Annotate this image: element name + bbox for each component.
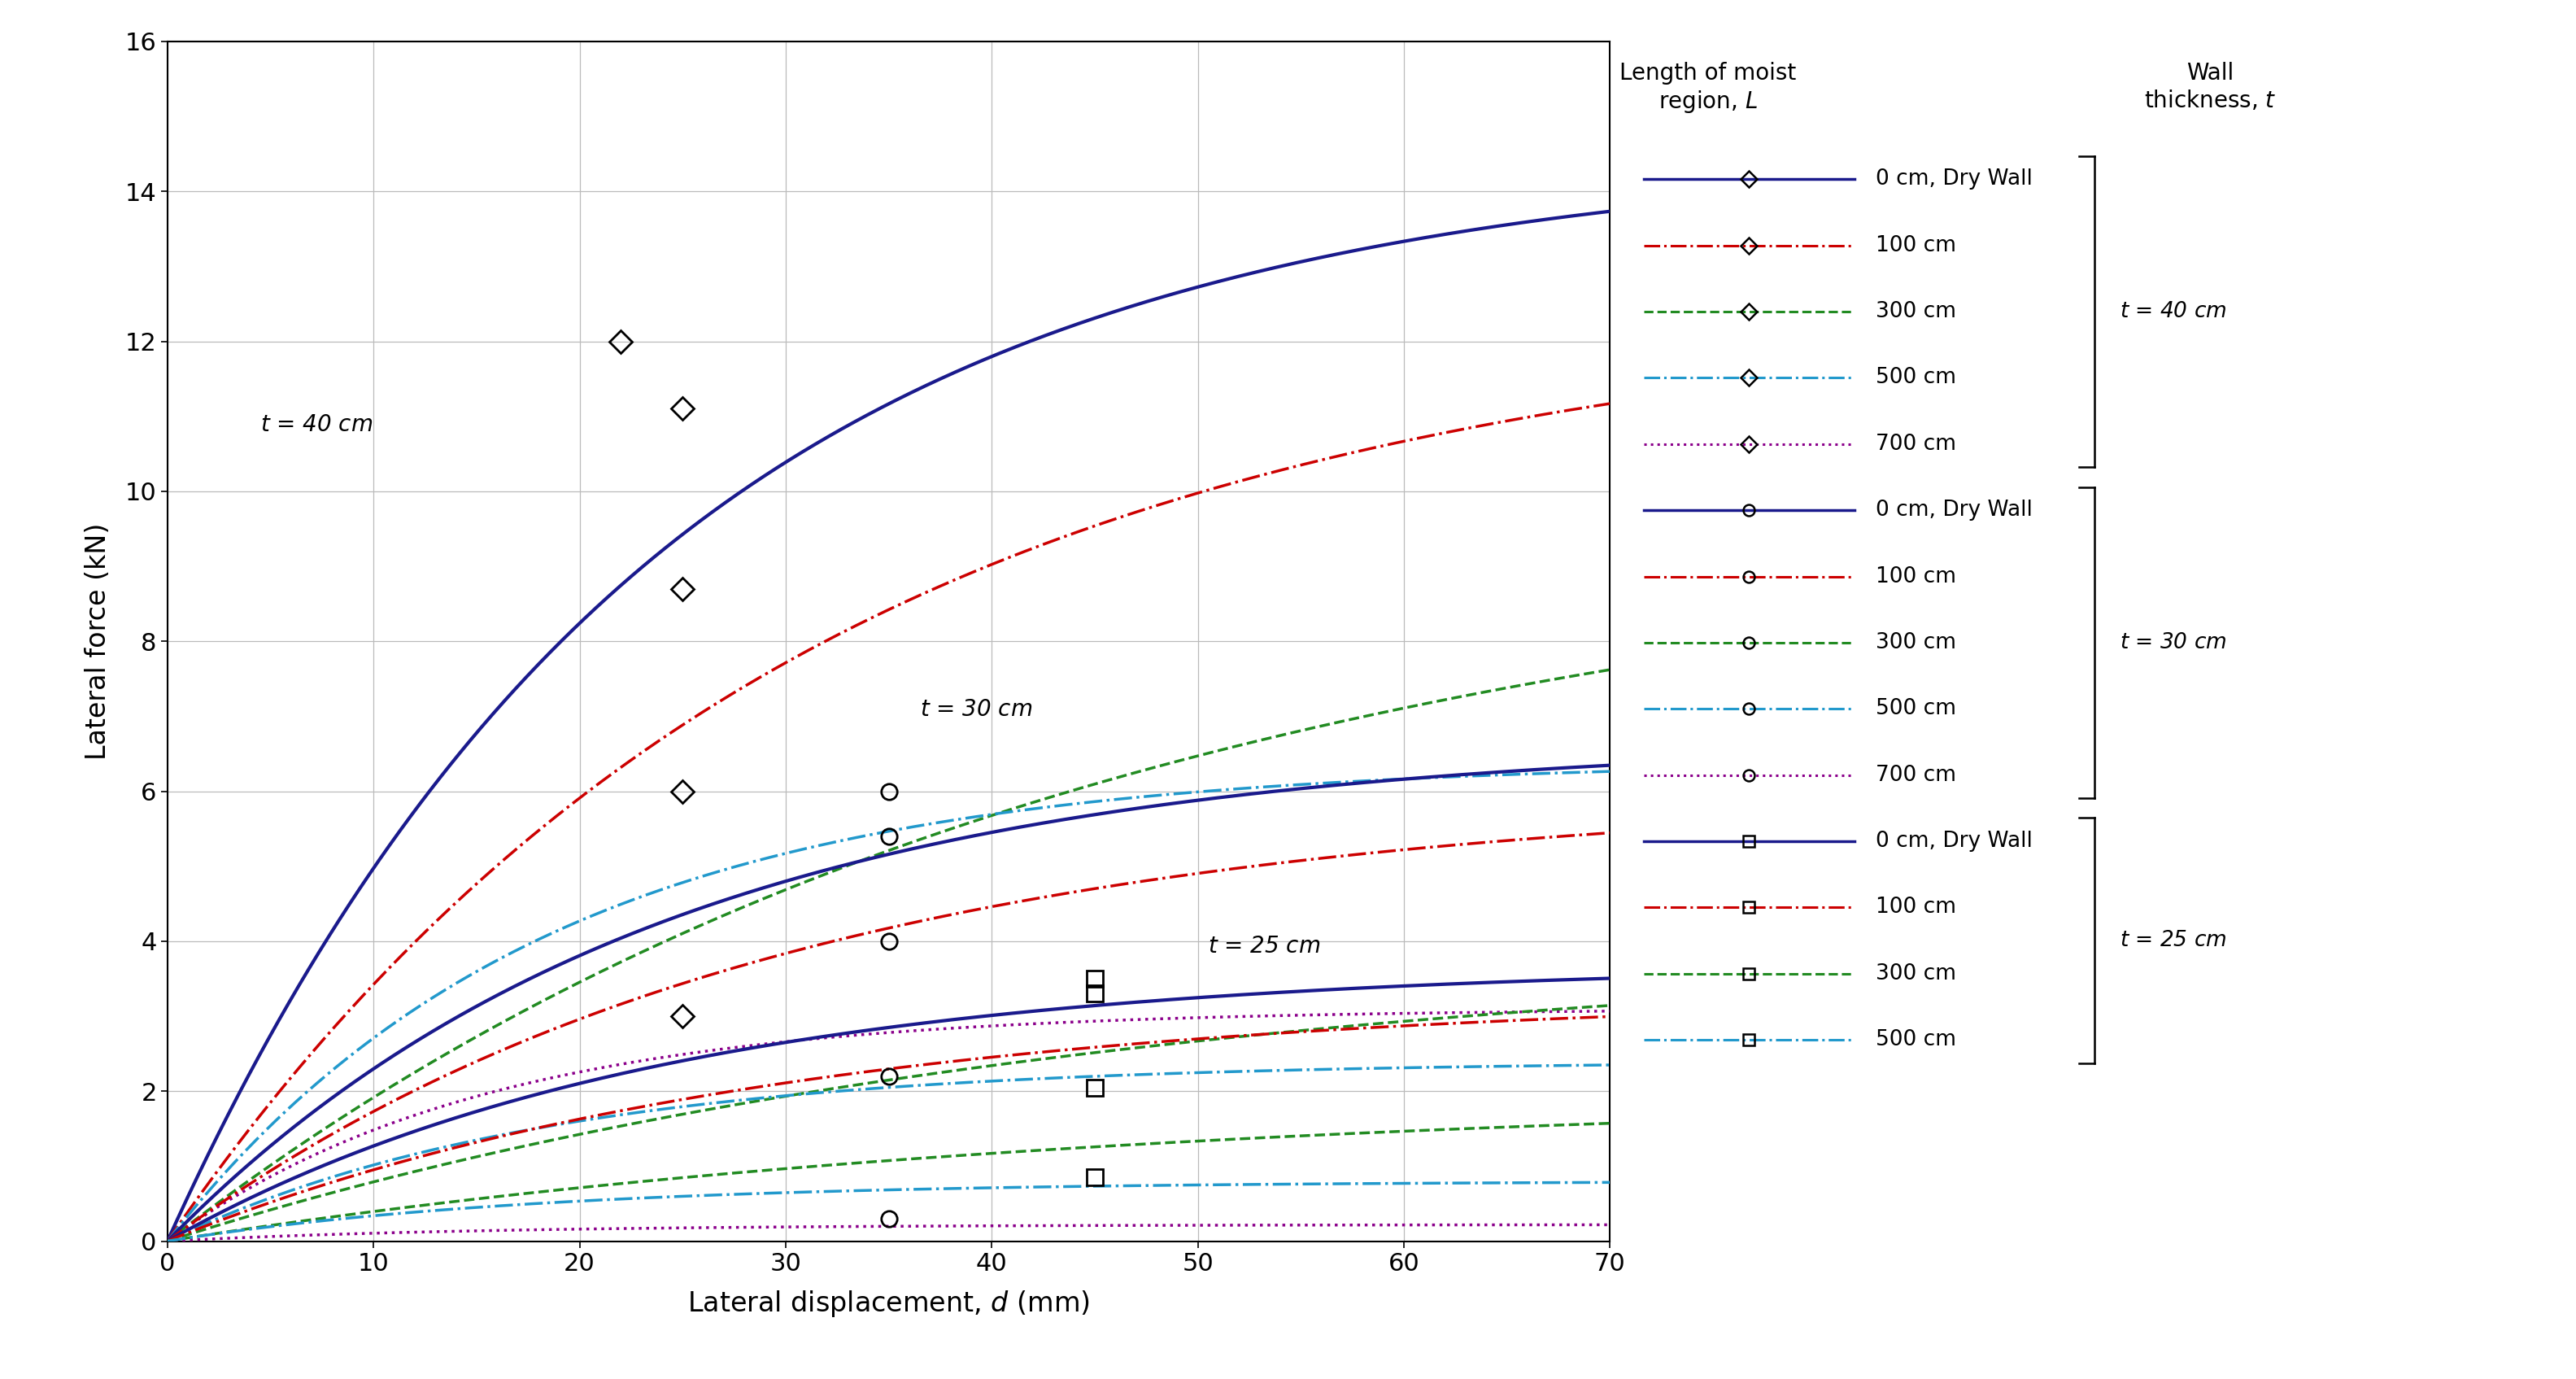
Text: $t$ = 25 cm: $t$ = 25 cm (1208, 935, 1321, 957)
Text: 700 cm: 700 cm (1875, 433, 1955, 455)
Text: $t$ = 25 cm: $t$ = 25 cm (2120, 929, 2228, 952)
Text: Wall
thickness, $t$: Wall thickness, $t$ (2143, 62, 2277, 112)
Text: 500 cm: 500 cm (1875, 367, 1955, 389)
X-axis label: Lateral displacement, $d$ (mm): Lateral displacement, $d$ (mm) (688, 1289, 1090, 1320)
Text: 300 cm: 300 cm (1875, 301, 1955, 323)
Text: $t$ = 40 cm: $t$ = 40 cm (2120, 301, 2228, 323)
Text: 100 cm: 100 cm (1875, 234, 1955, 256)
Text: 0 cm, Dry Wall: 0 cm, Dry Wall (1875, 499, 2032, 521)
Text: $t$ = 30 cm: $t$ = 30 cm (2120, 632, 2228, 654)
Y-axis label: Lateral force (kN): Lateral force (kN) (85, 523, 111, 760)
Text: Length of moist
region, $L$: Length of moist region, $L$ (1620, 62, 1795, 114)
Text: 500 cm: 500 cm (1875, 698, 1955, 720)
Text: 100 cm: 100 cm (1875, 896, 1955, 918)
Text: 300 cm: 300 cm (1875, 632, 1955, 654)
Text: 0 cm, Dry Wall: 0 cm, Dry Wall (1875, 168, 2032, 190)
Text: $t$ = 30 cm: $t$ = 30 cm (920, 698, 1033, 721)
Text: 700 cm: 700 cm (1875, 764, 1955, 786)
Text: 100 cm: 100 cm (1875, 565, 1955, 587)
Text: 0 cm, Dry Wall: 0 cm, Dry Wall (1875, 830, 2032, 852)
Text: $t$ = 40 cm: $t$ = 40 cm (260, 414, 374, 436)
Text: 500 cm: 500 cm (1875, 1029, 1955, 1051)
Text: 300 cm: 300 cm (1875, 963, 1955, 985)
